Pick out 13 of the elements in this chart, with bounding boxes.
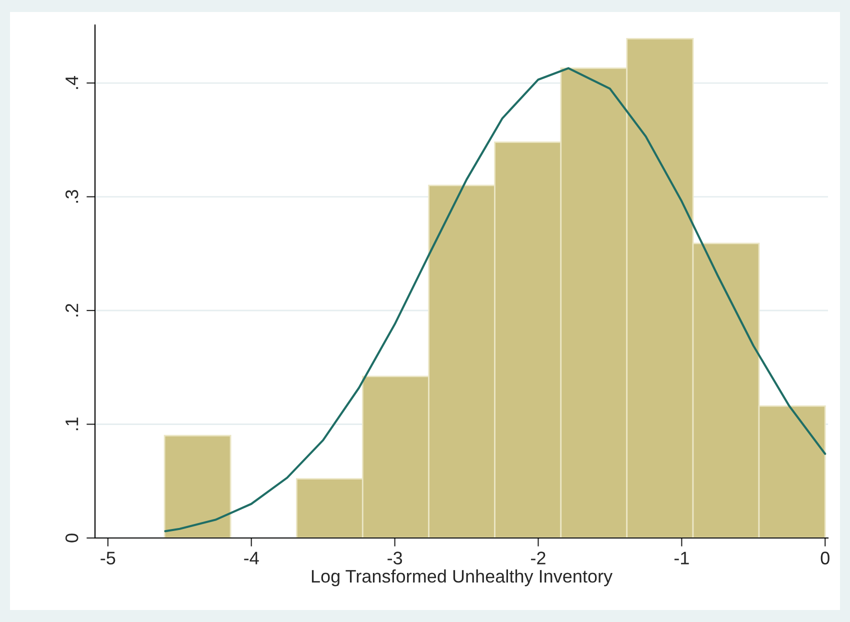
x-tick-label: -5 (100, 552, 116, 564)
y-tick-label: .1 (66, 418, 78, 430)
x-tick-label: 0 (820, 552, 830, 564)
x-tick-label: -4 (244, 552, 259, 564)
x-tick-label: -1 (674, 552, 689, 564)
y-tick-label: .2 (65, 304, 78, 316)
x-tick-label: -3 (388, 552, 402, 564)
y-tick-label: .4 (66, 76, 78, 89)
y-tick-label: 0 (65, 534, 78, 542)
y-tick-label: .3 (65, 190, 78, 203)
line-series (164, 67, 826, 532)
x-tick-label: -2 (531, 552, 546, 564)
x-axis-title: Log Transformed Unhealthy Inventory (312, 569, 613, 586)
